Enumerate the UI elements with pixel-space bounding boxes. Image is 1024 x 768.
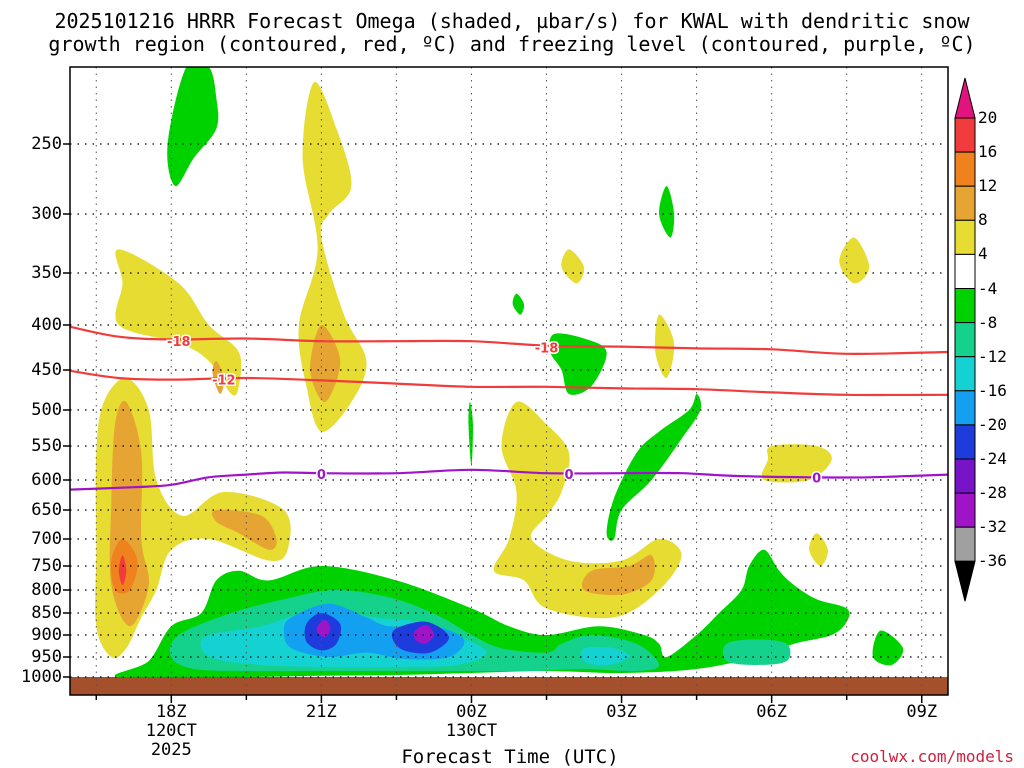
x-tick-label: 00Z <box>456 702 487 722</box>
y-tick-label: 650 <box>31 500 62 520</box>
omega-region-15 <box>581 554 655 596</box>
contour-label-0-0: -18 <box>167 335 191 350</box>
colorbar-bin-top <box>954 77 976 119</box>
omega-region-4 <box>118 555 127 586</box>
omega-region-20 <box>468 402 474 467</box>
colorbar-bin-3 <box>954 185 976 221</box>
temperature-contours: -18 -18 -12 0 0 0 <box>70 325 948 491</box>
omega-region-12 <box>761 444 832 483</box>
x-tick-label: 18Z <box>155 702 187 722</box>
colorbar-bin-9 <box>954 390 976 426</box>
colorbar-label: -20 <box>978 414 1007 434</box>
x-tick-label: 2025 <box>150 740 192 760</box>
omega-region-31 <box>316 619 331 638</box>
contour-line-2 <box>70 468 948 491</box>
colorbar-label: -16 <box>978 380 1007 400</box>
plot-frame <box>69 66 949 696</box>
y-tick-label: 600 <box>31 470 62 490</box>
omega-region-21 <box>606 394 702 541</box>
y-tick-label: 900 <box>31 625 62 645</box>
chart-title-line-2: growth region (contoured, red, ºC) and f… <box>48 32 976 56</box>
y-tick-label: 950 <box>31 647 62 667</box>
contour-label-2-0: 0 <box>317 468 326 483</box>
colorbar-bin-5 <box>954 253 976 289</box>
omega-region-5 <box>211 509 277 550</box>
colorbar-label: -12 <box>978 346 1007 366</box>
colorbar <box>954 77 976 602</box>
colorbar-bin-bottom <box>954 560 976 602</box>
colorbar-label: -24 <box>978 449 1007 468</box>
y-tick-label: 400 <box>31 315 62 335</box>
y-tick-label: 350 <box>31 263 62 283</box>
omega-region-8 <box>310 324 341 403</box>
omega-region-16 <box>167 67 219 187</box>
colorbar-bin-7 <box>954 322 976 358</box>
colorbar-bin-13 <box>954 526 976 562</box>
omega-region-13 <box>809 533 828 566</box>
colorbar-bin-2 <box>954 151 976 187</box>
gridlines <box>70 67 948 695</box>
omega-shading <box>95 67 904 679</box>
colorbar-label: 8 <box>978 210 988 230</box>
colorbar-label: -36 <box>978 551 1007 571</box>
colorbar-bin-10 <box>954 424 976 460</box>
colorbar-bin-1 <box>954 117 976 153</box>
colorbar-label: 16 <box>978 142 998 162</box>
colorbar-label: 4 <box>978 244 988 264</box>
colorbar-bin-11 <box>954 458 976 494</box>
colorbar-bin-4 <box>954 219 976 255</box>
x-tick-label: 06Z <box>756 702 787 722</box>
colorbar-label: -8 <box>978 312 998 332</box>
ground-surface <box>70 677 948 695</box>
colorbar-label: 12 <box>978 176 998 196</box>
y-tick-label: 300 <box>31 204 62 224</box>
x-axis-title: Forecast Time (UTC) <box>401 746 619 768</box>
contour-label-2-1: 0 <box>565 468 574 483</box>
colorbar-label: -28 <box>978 483 1007 503</box>
colorbar-label: -32 <box>978 517 1007 537</box>
y-tick-label: 700 <box>31 529 62 549</box>
omega-region-0 <box>115 249 242 396</box>
y-tick-label: 500 <box>31 400 62 420</box>
colorbar-bin-6 <box>954 288 976 324</box>
colorbar-bin-12 <box>954 492 976 528</box>
y-tick-label: 750 <box>31 556 62 576</box>
colorbar-bin-8 <box>954 356 976 392</box>
contour-label-0-1: -18 <box>535 342 559 357</box>
omega-region-17 <box>659 186 675 238</box>
contour-label-2-2: 0 <box>812 471 821 486</box>
chart-title-line-1: 2025101216 HRRR Forecast Omega (shaded, … <box>54 9 970 33</box>
x-tick-label: 130CT <box>445 721 498 741</box>
contour-line-1 <box>70 369 948 397</box>
y-tick-label: 800 <box>31 580 62 600</box>
x-tick-label: 03Z <box>606 702 637 722</box>
colorbar-label: 20 <box>978 108 998 127</box>
x-tick-label: 120CT <box>145 721 197 741</box>
colorbar-label: -4 <box>978 278 998 298</box>
contour-label-1-0: -12 <box>212 374 236 389</box>
y-tick-label: 450 <box>31 360 62 380</box>
axis-ticks <box>63 143 923 703</box>
omega-region-9 <box>561 249 585 284</box>
omega-region-18 <box>512 293 525 315</box>
contour-line-0 <box>70 325 948 355</box>
y-tick-label: 550 <box>31 436 62 456</box>
x-tick-label: 21Z <box>306 702 337 722</box>
omega-region-19 <box>549 333 607 395</box>
x-tick-label: 09Z <box>906 702 938 722</box>
y-tick-label: 850 <box>31 603 62 623</box>
omega-region-23 <box>872 630 904 666</box>
y-tick-label: 1000 <box>21 667 62 687</box>
y-tick-label: 250 <box>31 134 62 154</box>
omega-region-27 <box>580 646 630 666</box>
site-credit[interactable]: coolwx.com/models <box>850 747 1014 766</box>
omega-region-25 <box>722 639 791 665</box>
omega-region-11 <box>839 237 870 284</box>
omega-region-10 <box>654 314 675 379</box>
